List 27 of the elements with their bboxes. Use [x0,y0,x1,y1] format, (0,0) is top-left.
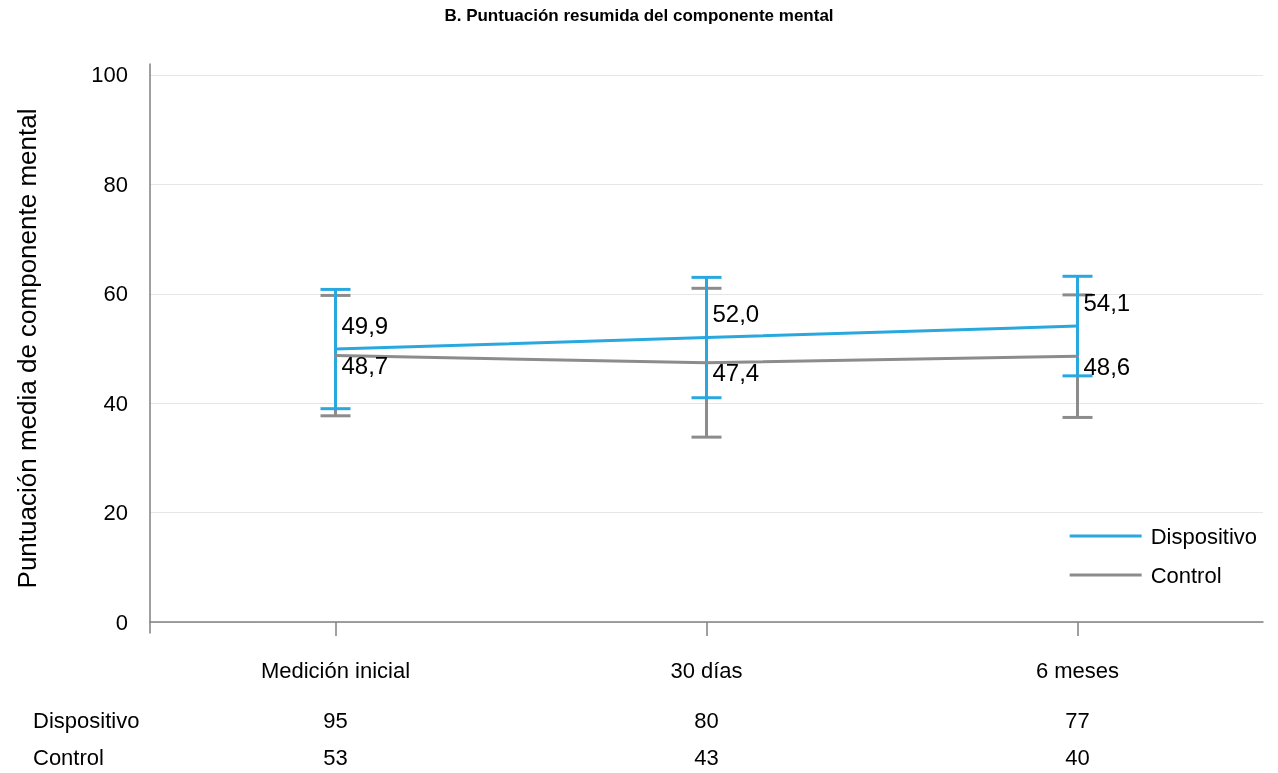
text: 95 [323,707,348,733]
y-tick-label: 80 [103,171,128,197]
text: 80 [694,707,719,733]
text: 77 [1065,707,1090,733]
data-label: 48,6 [1083,352,1131,380]
y-tick-label: 60 [103,281,128,307]
text: Dispositivo [33,707,140,733]
text: 43 [694,744,719,770]
y-axis-title: Puntuación media de componente mental [12,108,42,589]
y-tick-label: 40 [103,390,128,416]
legend-label: Control [1150,562,1222,588]
x-tick-label: 30 días [670,657,743,683]
text: 40 [1065,744,1090,770]
x-tick-label: Medición inicial [260,657,411,683]
legend-label: Dispositivo [1150,523,1258,549]
text: Control [33,744,104,770]
data-label: 47,4 [712,359,760,387]
text: 53 [323,744,348,770]
chart-title: B. Puntuación resumida del componente mental [444,6,834,25]
data-label: 54,1 [1083,288,1131,316]
y-tick-label: 0 [115,609,128,635]
data-label: 49,9 [341,311,389,339]
data-label: 48,7 [341,352,389,380]
data-label: 52,0 [712,300,760,328]
y-tick-label: 100 [91,62,128,88]
y-tick-label: 20 [103,500,128,526]
x-tick-label: 6 meses [1035,657,1120,683]
